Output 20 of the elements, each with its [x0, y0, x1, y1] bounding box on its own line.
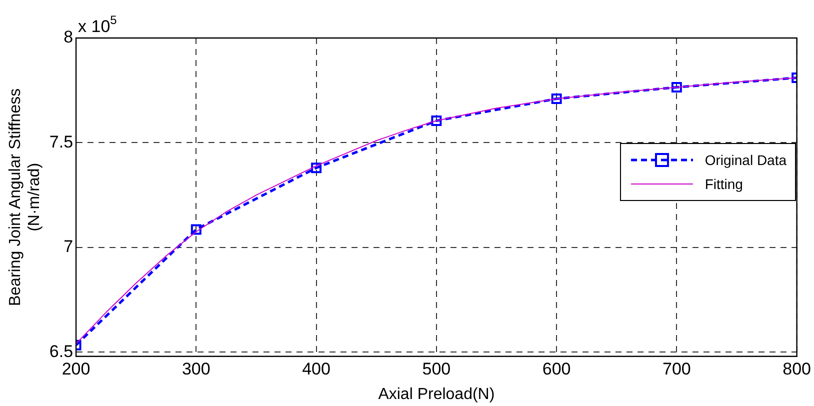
x-axis-title: Axial Preload(N) — [378, 386, 495, 403]
legend-label: Original Data — [704, 152, 787, 168]
x-tick-label: 200 — [62, 359, 90, 378]
x-tick-label: 500 — [422, 359, 451, 378]
x-tick-label: 700 — [662, 359, 691, 378]
legend-label: Fitting — [704, 176, 743, 192]
point — [431, 116, 442, 126]
x-tick-label: 600 — [542, 359, 571, 378]
point — [190, 224, 202, 235]
y-tick-label: 7.5 — [49, 132, 74, 152]
x-tick-label: 300 — [182, 359, 210, 378]
y-tick-label: 7 — [64, 237, 74, 256]
y-tick-label: 8 — [64, 28, 74, 47]
point — [551, 94, 562, 104]
y-axis-title: Bearing Joint Angular Stiffness (N·m/rad) — [7, 88, 44, 306]
point — [311, 162, 322, 174]
x-tick-label: 400 — [302, 359, 330, 378]
x-tick-label: 800 — [782, 359, 812, 378]
y-tick-label: 6.5 — [49, 342, 74, 361]
point — [671, 82, 682, 92]
